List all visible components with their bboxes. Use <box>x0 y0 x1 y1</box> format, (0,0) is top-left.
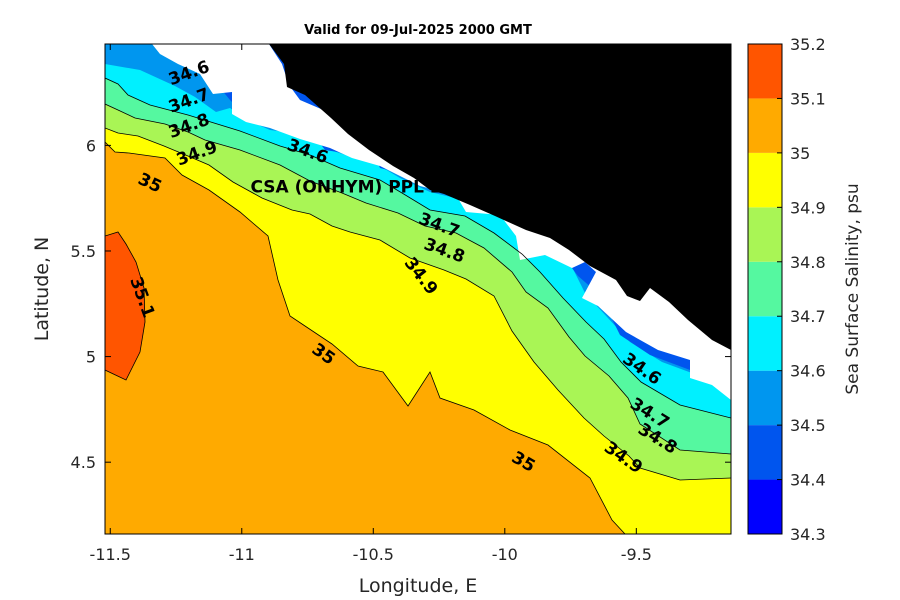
plot-area: 34.634.734.834.93534.634.734.834.935.135… <box>105 44 731 534</box>
colorbar-tick-label: 35.1 <box>790 89 826 108</box>
colorbar-tick-label: 34.9 <box>790 198 826 217</box>
colorbar-swatch <box>748 261 782 317</box>
star-icon: ☆ <box>417 149 440 179</box>
colorbar-tick-label: 35.2 <box>790 35 826 54</box>
y-tick-label: 5 <box>86 348 96 367</box>
colorbar-swatch <box>748 479 782 534</box>
plot-frame <box>104 43 732 535</box>
x-tick-label: -10.5 <box>353 545 394 564</box>
land-mass <box>269 44 731 350</box>
x-tick-label: -11.5 <box>90 545 131 564</box>
y-tick-label: 5.5 <box>71 242 96 261</box>
colorbar-swatch <box>748 44 782 99</box>
colorbar-tick-label: 34.8 <box>790 253 826 272</box>
y-tick-label: 4.5 <box>71 453 96 472</box>
x-tick-label: -11 <box>229 545 255 564</box>
y-tick-label: 6 <box>86 136 96 155</box>
colorbar-swatch <box>748 425 782 480</box>
y-axis-label: Latitude, N <box>31 237 53 342</box>
x-axis-label: Longitude, E <box>359 575 478 597</box>
colorbar-swatch <box>748 370 782 426</box>
colorbar: 34.3 34.4 34.5 34.6 34.7 34.8 34.9 35 35.1 35.2 <box>747 35 826 544</box>
coastal-nodata <box>152 44 731 400</box>
colorbar-swatch <box>748 316 782 371</box>
station-label: CSA (ONHYM) PPL EB <box>251 177 455 197</box>
colorbar-swatch <box>748 98 782 153</box>
colorbar-tick-label: 34.3 <box>790 525 826 544</box>
band-35.1 <box>105 232 145 380</box>
colorbar-label: Sea Surface Salinity, psu <box>843 183 863 394</box>
x-tick-label: -9.5 <box>621 545 652 564</box>
x-axis: -11.5 -11 -10.5 -10 -9.5 <box>90 44 652 564</box>
colorbar-tick-label: 34.7 <box>790 307 826 326</box>
colorbar-tick-label: 34.4 <box>790 471 826 490</box>
colorbar-tick-label: 34.6 <box>790 362 826 381</box>
colorbar-swatch <box>748 152 782 208</box>
chart-title: Valid for 09-Jul-2025 2000 GMT <box>304 23 532 38</box>
colorbar-frame <box>747 43 783 535</box>
colorbar-tick-label: 34.5 <box>790 416 826 435</box>
colorbar-swatch <box>748 207 782 262</box>
x-tick-label: -10 <box>492 545 518 564</box>
station-marker: ☆CSA (ONHYM) PPL EB <box>251 149 455 197</box>
contour-lines <box>105 77 731 534</box>
colorbar-tick-label: 35 <box>790 144 810 163</box>
y-axis: 4.5 5 5.5 6 <box>71 136 731 472</box>
